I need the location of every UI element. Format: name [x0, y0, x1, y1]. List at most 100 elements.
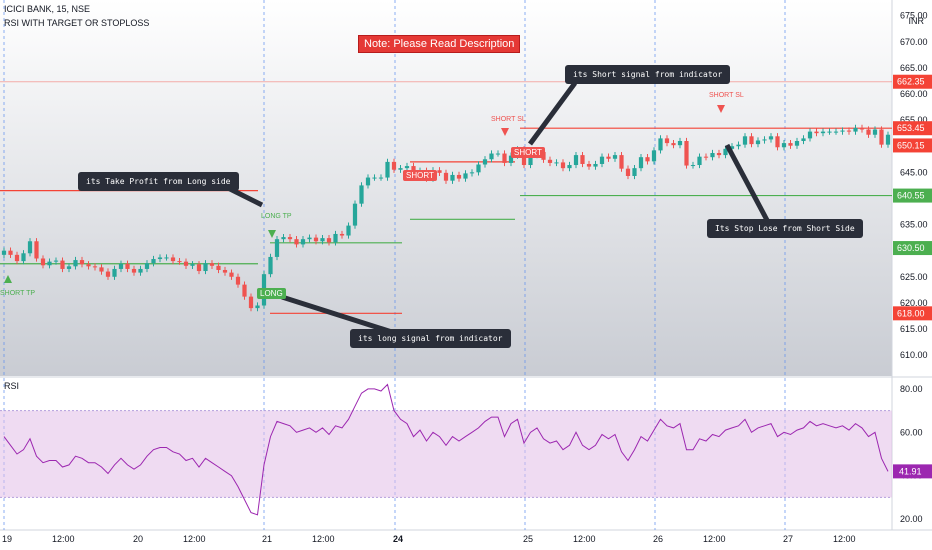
candle-body [853, 127, 858, 132]
candle-body [177, 261, 182, 263]
candle-body [391, 161, 397, 170]
candle-body [846, 130, 852, 132]
candle-body [404, 166, 410, 169]
candle-body [710, 153, 715, 158]
candle-body [27, 241, 33, 254]
symbol-title: ICICI BANK, 15, NSE [4, 4, 91, 14]
candle-body [619, 155, 624, 169]
note-banner[interactable]: Note: Please Read Description [358, 35, 521, 53]
candle-body [34, 241, 39, 259]
candle-body [781, 143, 787, 148]
candle-body [385, 161, 390, 178]
candle-body [333, 233, 338, 243]
candle-body [840, 130, 845, 132]
candle-body [463, 173, 468, 179]
price-label: 630.50 [897, 243, 925, 253]
candle-body [684, 141, 689, 166]
candle-body [300, 239, 306, 245]
candle-body [242, 284, 247, 297]
candle-body [118, 263, 124, 269]
rsi-tick-label: 80.00 [900, 384, 923, 394]
candle-body [183, 261, 189, 266]
candle-body [736, 144, 741, 147]
candle-body [599, 156, 605, 164]
candle-body [21, 253, 26, 262]
candle-body [768, 136, 774, 140]
currency-label: INR [908, 16, 925, 26]
pointer-long [281, 294, 396, 336]
candle-body [112, 268, 117, 277]
price-tick-label: 615.00 [900, 324, 928, 334]
candle-body [606, 156, 611, 159]
candle-body [294, 239, 299, 245]
candle-body [53, 260, 59, 262]
long-tp-marker [268, 230, 276, 238]
candle-body [872, 129, 878, 135]
time-tick-label: 12:00 [183, 534, 206, 544]
candle-body [209, 263, 215, 266]
rsi-tick-label: 60.00 [900, 427, 923, 437]
candle-body [593, 163, 598, 167]
candle-body [99, 267, 104, 272]
candle-body [398, 168, 403, 170]
candle-body [820, 131, 826, 134]
rsi-tick-label: 20.00 [900, 514, 923, 524]
candle-body [495, 153, 501, 155]
candle-body [586, 163, 592, 167]
price-tick-label: 645.00 [900, 167, 928, 177]
candle-body [612, 155, 618, 159]
candle-body [66, 266, 72, 269]
candle-body [807, 131, 813, 139]
candle-body [47, 261, 52, 266]
time-tick-label: 12:00 [312, 534, 335, 544]
short-sl-marker-2 [717, 105, 725, 113]
price-tick-label: 610.00 [900, 350, 928, 360]
price-label: 662.35 [897, 77, 925, 87]
candle-body [489, 153, 494, 160]
candle-body [502, 153, 507, 163]
candle-body [885, 134, 891, 145]
candle-body [651, 150, 657, 162]
candle-body [794, 141, 800, 146]
candle-body [508, 155, 514, 163]
candle-body [814, 131, 819, 134]
candle-body [697, 156, 702, 166]
candle-body [365, 177, 371, 186]
callout-short-signal: its Short signal from indicator [565, 65, 731, 84]
candle-body [788, 143, 793, 146]
price-label: 640.55 [897, 191, 925, 201]
time-tick-label: 25 [523, 534, 533, 544]
short-badge-2: SHORT [511, 147, 545, 158]
callout-stop-loss: Its Stop Lose from Short Side [707, 219, 863, 238]
candle-body [60, 260, 65, 269]
time-tick-label: 21 [262, 534, 272, 544]
price-tick-label: 670.00 [900, 37, 928, 47]
short-sl-marker-1 [501, 128, 509, 136]
candle-body [222, 269, 228, 273]
candle-body [79, 260, 85, 265]
price-tick-label: 625.00 [900, 272, 928, 282]
candle-body [879, 129, 884, 145]
candle-body [443, 172, 449, 181]
long-tp-label: LONG TP [261, 213, 292, 220]
candle-body [560, 162, 566, 169]
candle-body [125, 263, 130, 269]
candle-body [859, 127, 865, 130]
candle-body [14, 254, 20, 262]
candle-body [866, 129, 871, 135]
candle-body [775, 136, 780, 148]
rsi-line [3, 383, 889, 516]
candle-body [690, 165, 696, 167]
candle-body [632, 168, 637, 176]
candle-body [580, 155, 585, 164]
price-tick-label: 665.00 [900, 63, 928, 73]
candle-body [268, 256, 273, 275]
candle-body [255, 305, 260, 309]
short-tp-marker [4, 275, 12, 283]
candle-body [326, 238, 332, 243]
price-label-bg [893, 306, 932, 321]
candle-body [131, 268, 137, 273]
candle-body [372, 177, 377, 179]
candle-body [339, 233, 345, 236]
